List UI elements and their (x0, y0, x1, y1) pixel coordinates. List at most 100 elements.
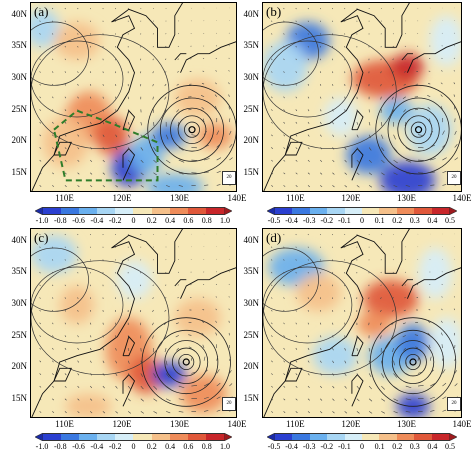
x-tick-label: 120E (336, 419, 366, 429)
colorbar-segment (97, 434, 115, 440)
colorbar-segment (43, 208, 61, 214)
shading-cell (60, 286, 95, 324)
colorbar-segment (79, 208, 97, 214)
y-tick-label: 30N (1, 72, 27, 82)
shading-cell (313, 337, 357, 375)
panel-label: (b) (266, 4, 281, 20)
colorbar-segment (188, 434, 206, 440)
panel-label: (d) (266, 230, 281, 246)
y-tick-label: 35N (233, 266, 259, 276)
y-tick-label: 15N (1, 167, 27, 177)
y-tick-label: 40N (233, 9, 259, 19)
colorbar-segment (310, 208, 327, 214)
shading-cell (117, 261, 152, 299)
shading-cell (430, 318, 462, 369)
colorbar-segment (152, 434, 170, 440)
colorbar-segment (379, 434, 396, 440)
map-field (31, 3, 237, 192)
colorbar-segment (327, 208, 344, 214)
colorbar-segment (292, 208, 309, 214)
vector-reference-box: 20 (447, 171, 461, 185)
x-tick-label: 110E (50, 193, 80, 203)
shading-cell (396, 394, 429, 418)
colorbar-segment (133, 434, 151, 440)
x-tick-label: 110E (280, 193, 310, 203)
panel-label: (c) (34, 230, 48, 246)
colorbar-segment (292, 434, 309, 440)
x-tick-label: 140E (222, 419, 252, 429)
y-tick-label: 40N (233, 235, 259, 245)
shading-cell (175, 79, 221, 117)
colorbar-segment (432, 434, 449, 440)
colorbar-extend-low (35, 433, 43, 441)
y-tick-label: 35N (1, 266, 27, 276)
colorbar-segment (79, 434, 97, 440)
map-field (263, 229, 462, 418)
colorbar-segment (170, 208, 188, 214)
shading-cell (346, 136, 390, 174)
map-frame: (d) 20 (262, 228, 462, 418)
y-tick-label: 40N (1, 235, 27, 245)
colorbar-segment (345, 434, 362, 440)
colorbar-segment (170, 434, 188, 440)
x-tick-label: 110E (50, 419, 80, 429)
colorbar-segment (115, 434, 133, 440)
colorbar-extend-high (449, 433, 457, 441)
colorbar (274, 207, 450, 215)
x-tick-label: 130E (165, 193, 195, 203)
map-field (263, 3, 462, 192)
y-tick-label: 25N (1, 330, 27, 340)
panel-label: (a) (34, 4, 48, 20)
colorbar-segment (115, 208, 133, 214)
map-frame: (b) 20 (262, 2, 462, 192)
colorbar-segment (362, 434, 379, 440)
shading-cell (198, 123, 233, 148)
x-tick-label: 140E (447, 193, 474, 203)
colorbar-extend-high (224, 433, 232, 441)
colorbar-segment (310, 434, 327, 440)
shading-cell (357, 311, 390, 336)
wind-vector (405, 33, 406, 34)
vector-reference-box: 20 (447, 397, 461, 411)
y-tick-label: 25N (233, 104, 259, 114)
shading-cell (396, 324, 429, 362)
colorbar-segment (43, 434, 61, 440)
colorbar-extend-high (449, 207, 457, 215)
y-tick-label: 20N (1, 135, 27, 145)
colorbar-tick-label: 0.5 (438, 216, 462, 225)
colorbar-segment (414, 434, 431, 440)
colorbar-segment (133, 208, 151, 214)
x-tick-label: 120E (336, 193, 366, 203)
colorbar-segment (206, 208, 224, 214)
colorbar-segment (414, 208, 431, 214)
colorbar-extend-low (35, 207, 43, 215)
shading-cell (430, 16, 462, 67)
colorbar-segment (379, 208, 396, 214)
colorbar-segment (275, 434, 292, 440)
shading-cell (94, 117, 129, 155)
colorbar-segment (206, 434, 224, 440)
map-frame: (a)20 (30, 2, 237, 192)
y-tick-label: 40N (1, 9, 27, 19)
colorbar (42, 433, 225, 441)
x-tick-label: 130E (391, 193, 421, 203)
shading-cell (407, 104, 451, 155)
colorbar-extend-high (224, 207, 232, 215)
colorbar-segment (97, 208, 115, 214)
y-tick-label: 35N (233, 40, 259, 50)
colorbar-segment (345, 208, 362, 214)
colorbar-segment (362, 208, 379, 214)
shading-cell (66, 394, 112, 418)
shading-cell (43, 60, 78, 98)
colorbar-segment (188, 208, 206, 214)
y-tick-label: 35N (1, 40, 27, 50)
shading-cell (152, 123, 187, 148)
y-tick-label: 15N (233, 393, 259, 403)
colorbar-segment (61, 208, 79, 214)
colorbar-segment (432, 208, 449, 214)
y-tick-label: 15N (1, 393, 27, 403)
x-tick-label: 120E (107, 419, 137, 429)
